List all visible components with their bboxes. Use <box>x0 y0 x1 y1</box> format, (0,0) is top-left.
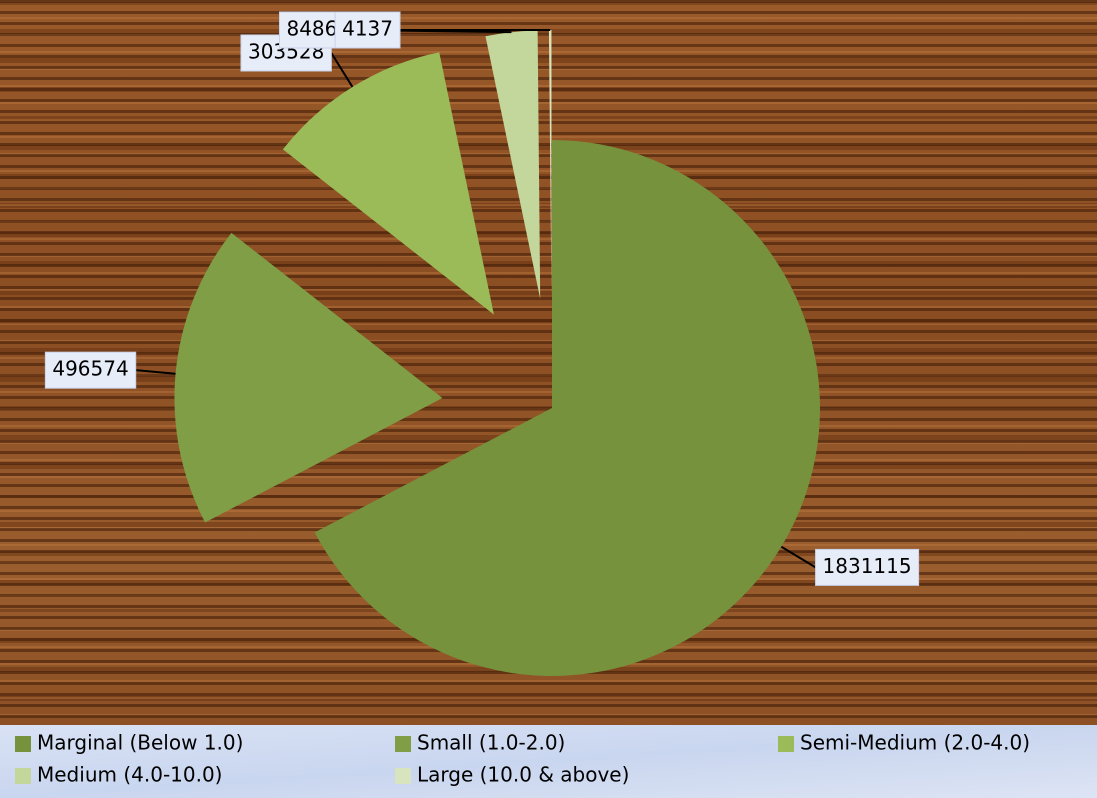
legend-background <box>0 725 1097 798</box>
data-label-box <box>334 11 401 49</box>
pie-slice <box>174 232 443 523</box>
data-label: 1831115 <box>823 554 912 578</box>
legend-label: Small (1.0-2.0) <box>417 731 565 755</box>
pie-slice <box>548 30 552 299</box>
legend-marker <box>395 768 411 784</box>
legend-label: Large (10.0 & above) <box>417 763 629 787</box>
leader-line <box>330 52 354 88</box>
legend-marker <box>15 736 31 752</box>
data-label-box <box>815 548 920 586</box>
pie-slice <box>282 52 494 315</box>
legend-label: Semi-Medium (2.0-4.0) <box>800 731 1030 755</box>
leader-line <box>780 545 817 569</box>
legend-label: Medium (4.0-10.0) <box>37 763 223 787</box>
legend-marker <box>778 736 794 752</box>
data-label: 4137 <box>342 17 393 41</box>
data-label: 496574 <box>52 357 128 381</box>
legend-label: Marginal (Below 1.0) <box>37 731 243 755</box>
data-label-box <box>44 351 137 389</box>
legend-marker <box>395 736 411 752</box>
legend-marker <box>15 768 31 784</box>
pie-slice <box>314 140 820 676</box>
leader-line <box>135 369 176 375</box>
pie-slice <box>485 30 541 299</box>
